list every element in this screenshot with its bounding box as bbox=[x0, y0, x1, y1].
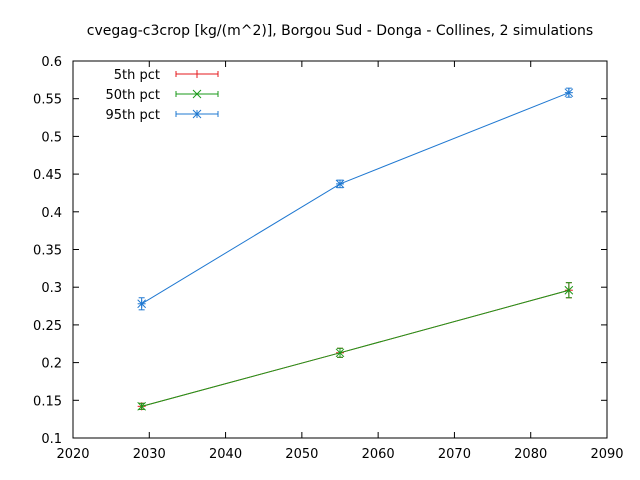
x-tick-label: 2040 bbox=[209, 447, 242, 462]
series-layer bbox=[137, 87, 574, 411]
x-tick-label: 2090 bbox=[590, 447, 623, 462]
y-tick-label: 0.4 bbox=[41, 206, 62, 221]
chart-title: cvegag-c3crop [kg/(m^2)], Borgou Sud - D… bbox=[87, 23, 593, 39]
series-0 bbox=[137, 282, 573, 411]
legend-marker-d2 bbox=[192, 89, 202, 99]
y-tick-label: 0.15 bbox=[33, 394, 62, 409]
legend-label: 50th pct bbox=[105, 88, 160, 103]
series-line bbox=[141, 92, 570, 305]
y-tick-label: 0.1 bbox=[41, 432, 62, 447]
x-tick-label: 2050 bbox=[285, 447, 318, 462]
axes: 2020 2030 2040 2050 2060 2070 2080 2090 0.1 0.15 0… bbox=[33, 55, 624, 462]
y-tick-label: 0.45 bbox=[33, 168, 62, 183]
x-tick-label: 2020 bbox=[56, 447, 89, 462]
data-point-d2 bbox=[335, 348, 345, 358]
x-tick-label: 2060 bbox=[362, 447, 395, 462]
series-1 bbox=[137, 282, 574, 411]
y-tick-label: 0.55 bbox=[33, 93, 62, 108]
data-point-d2 bbox=[564, 285, 574, 295]
legend-label: 5th pct bbox=[114, 68, 160, 83]
data-point-d2 bbox=[335, 179, 345, 189]
y-tick-label: 0.3 bbox=[41, 281, 62, 296]
legend: 5th pct 50th pct 95th pct bbox=[105, 68, 219, 123]
data-point-d2 bbox=[564, 88, 574, 98]
data-point-d2 bbox=[137, 299, 147, 309]
y-tick-label: 0.35 bbox=[33, 244, 62, 259]
series-2 bbox=[137, 87, 574, 311]
legend-marker-d2 bbox=[192, 109, 202, 119]
series-line bbox=[141, 289, 569, 407]
data-point-d2 bbox=[137, 401, 147, 411]
x-tick-label: 2030 bbox=[133, 447, 166, 462]
y-tick-label: 0.5 bbox=[41, 130, 62, 145]
y-tick-label: 0.2 bbox=[41, 357, 62, 372]
y-tick-label: 0.6 bbox=[41, 55, 62, 70]
x-tick-label: 2080 bbox=[514, 447, 547, 462]
legend-label: 95th pct bbox=[105, 108, 160, 123]
x-tick-label: 2070 bbox=[438, 447, 471, 462]
y-tick-label: 0.25 bbox=[33, 319, 62, 334]
